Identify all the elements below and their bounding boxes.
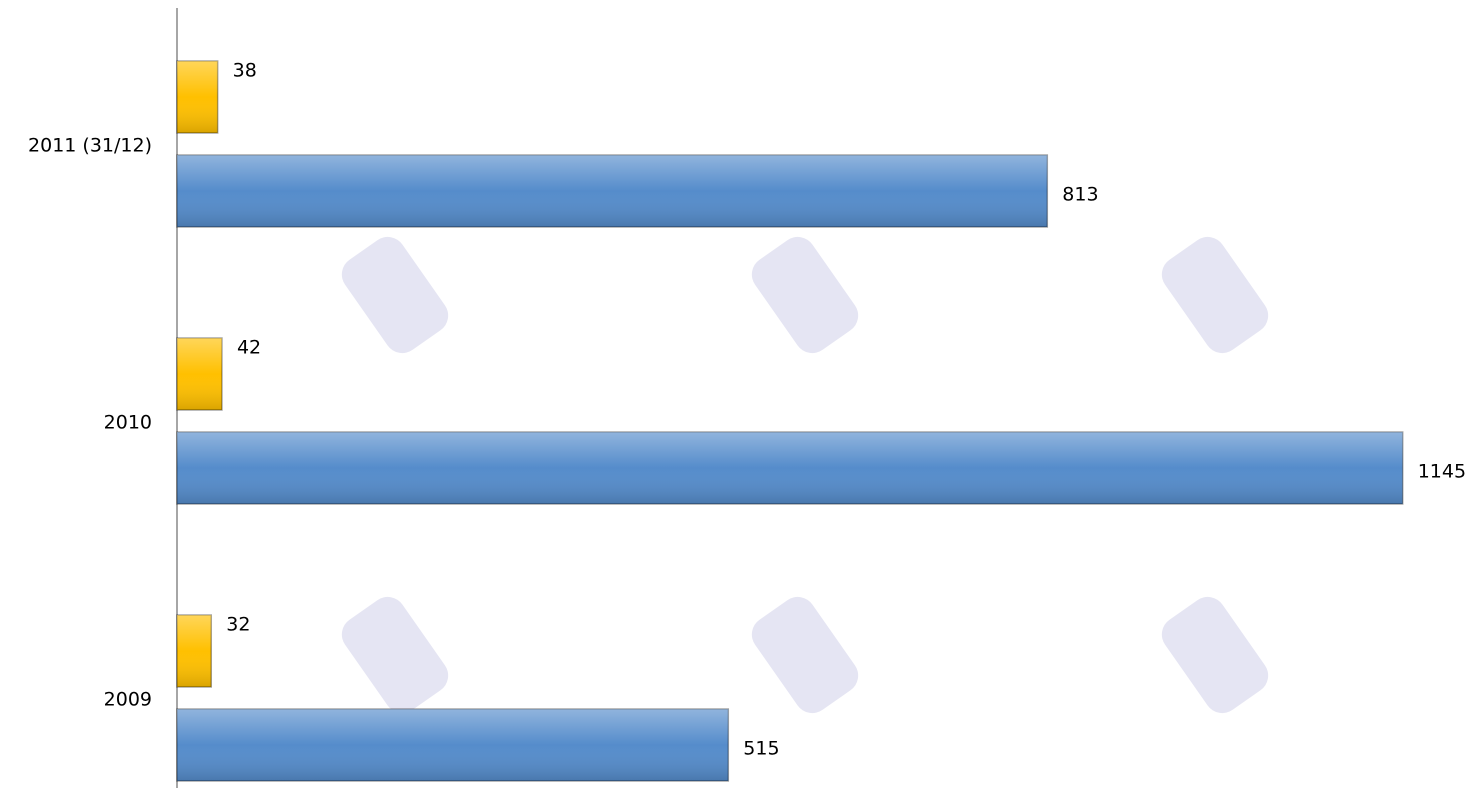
- data-label: 32: [226, 614, 250, 636]
- bar-shine: [177, 61, 218, 133]
- watermark: [341, 236, 1269, 714]
- bar-shine: [177, 155, 1048, 227]
- data-label: 515: [743, 738, 779, 760]
- y-tick-label: 2010: [104, 412, 152, 434]
- bar-shine: [177, 432, 1403, 504]
- data-label: 1145: [1418, 461, 1466, 483]
- data-label: 42: [237, 337, 261, 359]
- data-label: 38: [233, 60, 257, 82]
- bar-shine: [177, 615, 212, 687]
- y-tick-label: 2011 (31/12): [28, 135, 152, 157]
- y-tick-label: 2009: [104, 689, 152, 711]
- data-label: 813: [1062, 184, 1098, 206]
- bar-shine: [177, 709, 729, 781]
- bar-shine: [177, 338, 222, 410]
